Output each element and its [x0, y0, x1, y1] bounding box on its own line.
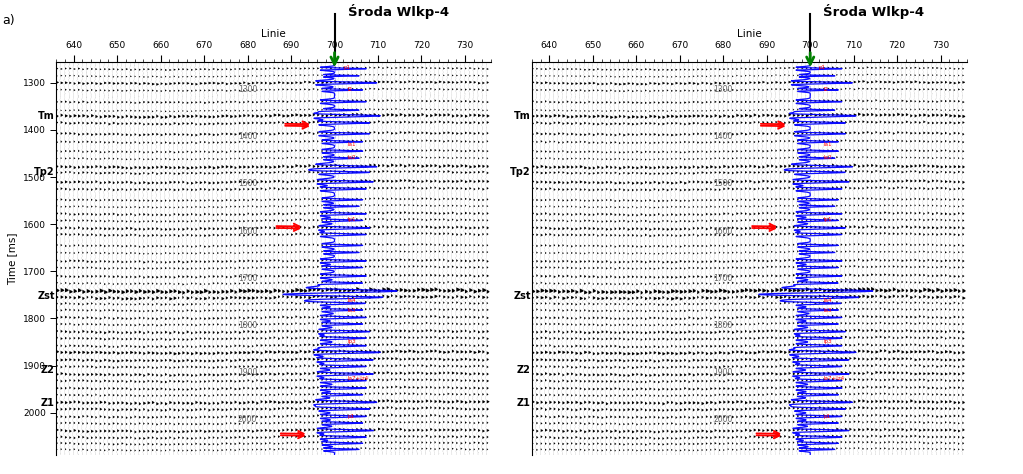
Text: Tp2: Tp2 [510, 167, 531, 177]
Text: lp1: lp1 [824, 217, 832, 222]
Text: Środa Wlkp-4: Środa Wlkp-4 [348, 4, 449, 19]
Text: 1800: 1800 [714, 321, 732, 330]
Text: 1900: 1900 [238, 368, 257, 377]
Text: Środa Wlkp-4: Środa Wlkp-4 [824, 4, 925, 19]
Text: 1700: 1700 [238, 273, 257, 283]
Text: p1: p1 [348, 414, 355, 419]
Text: a): a) [2, 14, 14, 27]
Text: lp1: lp1 [348, 217, 356, 222]
Text: 1500: 1500 [238, 180, 257, 188]
Text: la3: la3 [348, 309, 356, 313]
Text: la2: la2 [824, 155, 832, 160]
Text: lp3: lp3 [824, 338, 832, 344]
Text: la1: la1 [824, 142, 832, 146]
Text: l2: l2 [824, 87, 829, 92]
Y-axis label: Time [ms]: Time [ms] [7, 232, 17, 284]
Text: Zst: Zst [514, 291, 531, 301]
Text: Z2: Z2 [41, 365, 55, 375]
Text: l2: l2 [348, 87, 353, 92]
Text: la4: la4 [348, 298, 356, 303]
Text: 1300: 1300 [238, 85, 257, 94]
Text: la2: la2 [348, 155, 356, 160]
Text: la1: la1 [348, 142, 356, 146]
Text: Z2: Z2 [517, 365, 531, 375]
Text: Z1: Z1 [517, 398, 531, 408]
Text: 1700: 1700 [714, 273, 732, 283]
Text: 1500: 1500 [714, 180, 732, 188]
Text: la3: la3 [824, 309, 832, 313]
Text: 1900: 1900 [714, 368, 732, 377]
Text: Tm: Tm [38, 111, 55, 121]
X-axis label: Linie: Linie [261, 28, 286, 39]
Text: 1600: 1600 [714, 227, 732, 236]
Text: Tm: Tm [514, 111, 531, 121]
Text: p1: p1 [343, 65, 350, 70]
Text: 1400: 1400 [714, 132, 732, 141]
Text: 1800: 1800 [238, 321, 257, 330]
X-axis label: Linie: Linie [737, 28, 762, 39]
Text: p1: p1 [818, 65, 826, 70]
Text: 2000: 2000 [714, 415, 732, 424]
Text: Z1: Z1 [41, 398, 55, 408]
Text: 1400: 1400 [238, 132, 257, 141]
Text: la4: la4 [824, 298, 832, 303]
Text: la7+lz4: la7+lz4 [824, 376, 844, 381]
Text: la7+lz4: la7+lz4 [348, 376, 368, 381]
Text: lp3: lp3 [348, 338, 356, 344]
Text: p1: p1 [824, 414, 831, 419]
Text: 2000: 2000 [238, 415, 257, 424]
Text: 1600: 1600 [238, 227, 257, 236]
Text: Tp2: Tp2 [35, 167, 55, 177]
Text: Zst: Zst [38, 291, 55, 301]
Text: 1300: 1300 [714, 85, 732, 94]
